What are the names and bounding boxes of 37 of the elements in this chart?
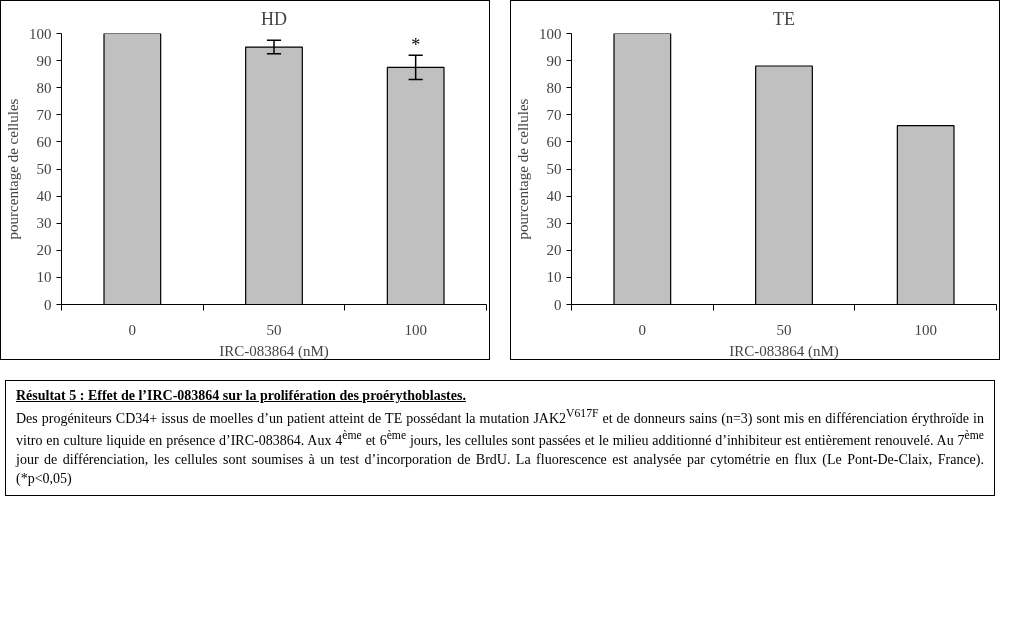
y-tick-label: 10: [546, 269, 562, 286]
x-tick-label: 100: [914, 321, 937, 338]
y-tick-label: 90: [546, 52, 562, 69]
y-tick-label: 0: [44, 296, 52, 313]
y-tick-label: 0: [554, 296, 562, 313]
text: Résultat 5 : Effet de l’IRC-083864 sur la prolifération des proérythoblastes.: [16, 388, 466, 403]
y-tick-label: 40: [546, 188, 562, 205]
x-axis-title: IRC-083864 (nM): [729, 342, 839, 360]
y-tick-label: 10: [36, 269, 52, 286]
y-tick-label: 20: [546, 242, 562, 259]
y-tick-label: 100: [539, 25, 562, 42]
x-tick-label: 50: [266, 321, 282, 338]
y-tick-label: 50: [546, 161, 562, 177]
y-tick-label: 50: [36, 161, 52, 177]
x-tick-label: 0: [638, 321, 647, 338]
chart-title: TE: [773, 8, 795, 29]
y-tick-label: 100: [29, 25, 52, 42]
y-tick-label: 70: [546, 106, 562, 123]
y-tick-label: 30: [546, 215, 562, 232]
y-tick-label: 80: [36, 79, 52, 96]
y-tick-label: 60: [546, 133, 562, 150]
y-tick-label: 20: [36, 242, 52, 259]
x-axis-title: IRC-083864 (nM): [219, 342, 329, 360]
x-tick-label: 0: [128, 321, 137, 338]
y-axis-title: pourcentage de cellules: [515, 98, 531, 240]
x-tick-label: 100: [404, 321, 427, 338]
x-tick-label: 50: [776, 321, 792, 338]
y-tick-label: 30: [36, 215, 52, 232]
chart-title: HD: [261, 8, 287, 29]
y-tick-label: 90: [36, 52, 52, 69]
y-tick-label: 80: [546, 79, 562, 96]
text: Des progéniteurs CD34+ issus de moelles d’un patient atteint de TE possédant la mutation JAK2$^{V617F}$ et de donneurs sains (n=3) sont mis en différenciation érythroïde in vitro en culture liquide en présence d’IRC-083864. Aux 4$^{ème}$ et 6$^{ème}$ jours, les cellules sont passées et le milieu additionné d’inhibiteur est entièrement renouvelé. Au 7$^{ème}$ jour de différenciation, les cellules sont soumises à un test d’incorporation de BrdU. La fluorescence est analysée par cytométrie en flux (Le Pont-De-Claix, France). (*p<0,05): [16, 406, 985, 486]
y-tick-label: 70: [36, 106, 52, 123]
y-axis-title: pourcentage de cellules: [5, 98, 21, 240]
y-tick-label: 60: [36, 133, 52, 150]
y-tick-label: 40: [36, 188, 52, 205]
annotation: *: [411, 35, 421, 56]
